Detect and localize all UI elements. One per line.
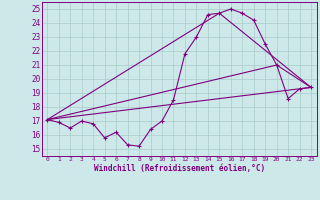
X-axis label: Windchill (Refroidissement éolien,°C): Windchill (Refroidissement éolien,°C)	[94, 164, 265, 173]
